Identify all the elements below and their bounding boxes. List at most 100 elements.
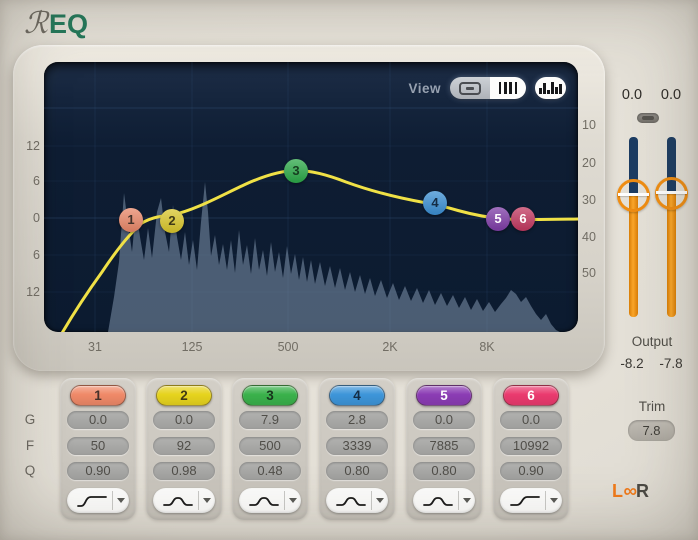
freq-tick-2k: 2K (382, 340, 398, 354)
band-4-freq-field[interactable]: 3339 (326, 437, 388, 455)
band-2-button[interactable]: 2 (156, 385, 212, 406)
q-row-label: Q (24, 463, 36, 478)
db-tick-minus6: 6 (33, 248, 40, 262)
band-4-button[interactable]: 4 (329, 385, 385, 406)
band-3-freq-field[interactable]: 500 (239, 437, 301, 455)
band-1-gain-field[interactable]: 0.0 (67, 411, 129, 429)
gain-row-label: G (24, 412, 36, 427)
band-strip-3: 3 7.9 500 0.48 (232, 378, 308, 520)
dropdown-arrow-icon (202, 498, 211, 503)
band-2-freq-field[interactable]: 92 (153, 437, 215, 455)
freq-tick-31: 31 (88, 340, 102, 354)
db-tick-6: 6 (33, 174, 40, 188)
dropdown-arrow-icon (375, 498, 384, 503)
fader-handle-left[interactable] (616, 178, 650, 212)
band-2-q-field[interactable]: 0.98 (153, 462, 215, 480)
fader-right-readout: 0.0 (660, 87, 682, 103)
analyzer-tick-20: 20 (582, 156, 596, 170)
output-right-value: -7.8 (659, 356, 683, 371)
freq-row-label: F (25, 438, 35, 453)
band-3-filter-type-button[interactable] (239, 488, 301, 513)
dropdown-arrow-icon (462, 498, 471, 503)
trim-label: Trim (638, 399, 666, 414)
band-4-gain-field[interactable]: 2.8 (326, 411, 388, 429)
band-3-button[interactable]: 3 (242, 385, 298, 406)
view-mode-curve-segment[interactable] (450, 77, 490, 99)
band-marker-3[interactable]: 3 (284, 159, 308, 183)
filter-shape-icon (336, 496, 366, 506)
output-left-value: -8.2 (620, 356, 644, 371)
freq-tick-8k: 8K (479, 340, 495, 354)
band-strip-1: 1 0.0 50 0.90 (60, 378, 136, 520)
band-5-gain-field[interactable]: 0.0 (413, 411, 475, 429)
band-marker-2[interactable]: 2 (160, 209, 184, 233)
band-1-filter-type-button[interactable] (67, 488, 129, 513)
output-fader-left[interactable] (616, 137, 650, 317)
dropdown-arrow-icon (549, 498, 558, 503)
fader-link-button[interactable] (637, 113, 659, 123)
filter-shape-icon (423, 496, 453, 506)
fader-left-readout: 0.0 (621, 87, 643, 103)
fader-track-upper (667, 137, 676, 197)
band-4-q-field[interactable]: 0.80 (326, 462, 388, 480)
filter-shape-icon (510, 495, 540, 506)
band-strip-5: 5 0.0 7885 0.80 (406, 378, 482, 520)
band-5-q-field[interactable]: 0.80 (413, 462, 475, 480)
band-2-gain-field[interactable]: 0.0 (153, 411, 215, 429)
band-6-q-field[interactable]: 0.90 (500, 462, 562, 480)
stereo-logo-r: R (636, 481, 650, 501)
stereo-logo: L∞R (612, 481, 650, 503)
req-logo-r: ℛ (24, 6, 48, 41)
band-6-filter-type-button[interactable] (500, 488, 562, 513)
band-marker-4[interactable]: 4 (423, 191, 447, 215)
req-logo-eq: EQ (48, 9, 88, 39)
band-6-button[interactable]: 6 (503, 385, 559, 406)
band-strip-2: 2 0.0 92 0.98 (146, 378, 222, 520)
band-6-freq-field[interactable]: 10992 (500, 437, 562, 455)
db-tick-minus12: 12 (26, 285, 40, 299)
infinity-icon: ∞ (623, 481, 638, 502)
dropdown-arrow-icon (288, 498, 297, 503)
view-mode-toggle[interactable] (450, 77, 526, 99)
band-3-gain-field[interactable]: 7.9 (239, 411, 301, 429)
band-marker-5[interactable]: 5 (486, 207, 510, 231)
db-tick-12: 12 (26, 139, 40, 153)
curve-view-icon (459, 81, 481, 95)
band-5-button[interactable]: 5 (416, 385, 472, 406)
view-label: View (408, 80, 441, 96)
band-4-filter-type-button[interactable] (326, 488, 388, 513)
analyzer-tick-30: 30 (582, 193, 596, 207)
view-mode-bars-segment[interactable] (490, 77, 526, 99)
band-2-filter-type-button[interactable] (153, 488, 215, 513)
band-1-button[interactable]: 1 (70, 385, 126, 406)
band-marker-6[interactable]: 6 (511, 207, 535, 231)
trim-field[interactable]: 7.8 (628, 420, 675, 441)
band-marker-1[interactable]: 1 (119, 208, 143, 232)
analyzer-view-button[interactable] (535, 77, 566, 99)
view-controls: View (408, 77, 566, 99)
output-fader-right[interactable] (654, 137, 688, 317)
fader-track-lower (629, 195, 638, 317)
stereo-logo-l: L (612, 481, 624, 501)
fader-handle-right[interactable] (654, 176, 688, 210)
band-5-filter-type-button[interactable] (413, 488, 475, 513)
filter-shape-icon (163, 496, 193, 506)
band-1-q-field[interactable]: 0.90 (67, 462, 129, 480)
band-5-freq-field[interactable]: 7885 (413, 437, 475, 455)
fader-track-upper (629, 137, 638, 199)
db-tick-0: 0 (33, 211, 40, 225)
analyzer-tick-40: 40 (582, 230, 596, 244)
req-logo: ℛEQ (24, 6, 88, 41)
band-6-gain-field[interactable]: 0.0 (500, 411, 562, 429)
freq-tick-125: 125 (181, 340, 203, 354)
fader-track-lower (667, 193, 676, 317)
spectrum-analyzer-fill (108, 182, 560, 332)
filter-shape-icon (77, 495, 107, 507)
eq-graph-canvas (44, 62, 578, 332)
band-1-freq-field[interactable]: 50 (67, 437, 129, 455)
filter-shape-icon (249, 496, 279, 506)
band-3-q-field[interactable]: 0.48 (239, 462, 301, 480)
output-label: Output (631, 334, 673, 349)
dropdown-arrow-icon (116, 498, 125, 503)
